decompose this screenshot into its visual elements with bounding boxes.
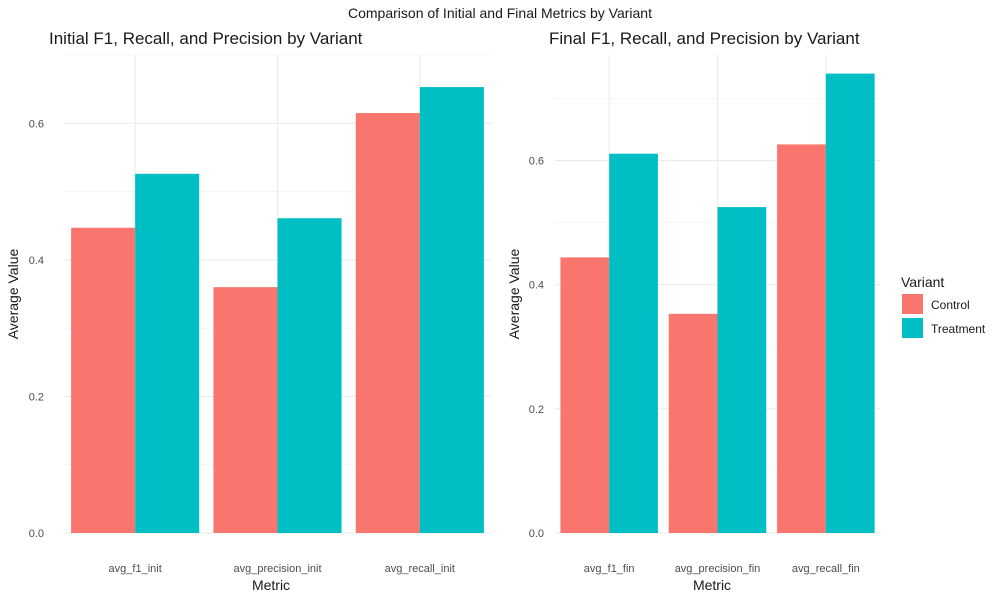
legend-key-control [902, 294, 923, 314]
y-tick-label: 0.0 [29, 528, 44, 540]
y-tick-label: 0.0 [529, 528, 544, 540]
bar-treatment-avg-precision-init [277, 218, 342, 533]
x-tick-label: avg_f1_init [109, 563, 162, 575]
y-axis-title: Average Value [5, 249, 21, 340]
x-tick-label: avg_recall_fin [792, 563, 860, 575]
bar-control-avg-precision-init [213, 287, 278, 533]
x-axis-title: Metric [252, 577, 290, 593]
legend: Variant Control Treatment [901, 274, 986, 338]
legend-label-treatment: Treatment [931, 322, 986, 336]
y-axis-title: Average Value [506, 249, 522, 340]
panel-title: Final F1, Recall, and Precision by Varia… [549, 29, 860, 48]
chart-panel-initial: Initial F1, Recall, and Precision by Var… [5, 29, 491, 593]
bar-treatment-avg-recall-init [419, 87, 484, 533]
y-tick-label: 0.2 [529, 404, 544, 416]
x-tick-label: avg_recall_init [385, 563, 455, 575]
bar-control-avg-recall-fin [777, 144, 826, 533]
chart-panel-final: Final F1, Recall, and Precision by Varia… [506, 29, 880, 593]
bar-treatment-avg-f1-init [135, 173, 200, 533]
bar-treatment-avg-recall-fin [825, 73, 875, 533]
bar-control-avg-f1-fin [560, 257, 610, 533]
legend-label-control: Control [931, 298, 970, 312]
x-tick-label: avg_precision_init [233, 563, 321, 575]
legend-key-treatment [902, 318, 923, 338]
bar-control-avg-recall-init [355, 113, 420, 534]
bar-treatment-avg-f1-fin [609, 153, 658, 533]
bar-control-avg-f1-init [71, 227, 136, 533]
y-tick-label: 0.2 [29, 391, 44, 403]
y-tick-label: 0.6 [529, 156, 544, 168]
x-tick-label: avg_precision_fin [675, 563, 761, 575]
x-tick-label: avg_f1_fin [584, 563, 635, 575]
y-tick-label: 0.4 [529, 280, 544, 292]
x-axis-title: Metric [693, 577, 731, 593]
panel-title: Initial F1, Recall, and Precision by Var… [49, 29, 363, 48]
bar-treatment-avg-precision-fin [717, 207, 767, 533]
y-tick-label: 0.6 [29, 118, 44, 130]
legend-title: Variant [901, 274, 944, 290]
bar-control-avg-precision-fin [668, 313, 718, 533]
y-tick-label: 0.4 [29, 255, 44, 267]
figure-title: Comparison of Initial and Final Metrics … [348, 5, 652, 21]
